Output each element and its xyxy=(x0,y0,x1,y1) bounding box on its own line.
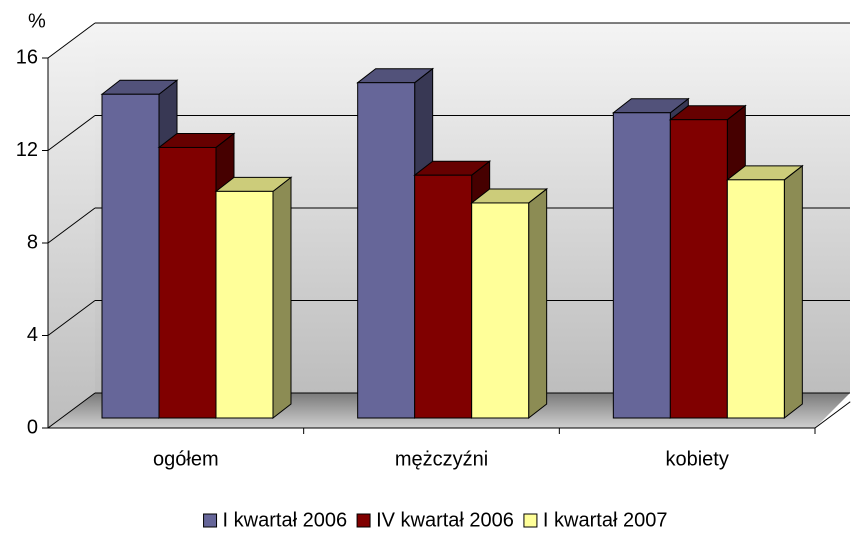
x-tick-label: mężczyźni xyxy=(395,448,488,470)
legend-label: I kwartał 2006 xyxy=(223,509,348,531)
bar-front xyxy=(612,112,671,419)
y-tick-label: 4 xyxy=(27,324,38,346)
y-tick-label: 16 xyxy=(16,46,38,68)
bar-front xyxy=(414,174,473,419)
legend-swatch xyxy=(203,513,218,528)
y-tick-label: 8 xyxy=(27,231,38,253)
grid-line xyxy=(47,115,96,151)
bar-front xyxy=(158,146,217,419)
legend-label: I kwartał 2007 xyxy=(543,509,668,531)
bar-front xyxy=(669,119,728,419)
bar-front xyxy=(215,190,274,419)
legend-swatch xyxy=(356,513,371,528)
bar-front xyxy=(726,179,785,419)
x-axis-depth xyxy=(814,401,851,429)
grid-line xyxy=(47,207,96,244)
bar-front xyxy=(101,93,160,419)
bar-side xyxy=(783,164,803,420)
grid-line xyxy=(47,22,96,59)
bar-side xyxy=(528,187,548,420)
bar xyxy=(214,176,293,420)
bar xyxy=(470,187,549,420)
x-tick-label: ogółem xyxy=(153,448,219,470)
y-tick-label: 12 xyxy=(16,139,38,161)
legend-swatch xyxy=(523,513,538,528)
bar xyxy=(725,164,804,420)
grid-line xyxy=(47,300,96,336)
y-tick-label: 0 xyxy=(27,416,38,438)
y-axis-title: % xyxy=(28,10,46,32)
legend-label: IV kwartał 2006 xyxy=(376,509,514,531)
bar-front xyxy=(357,82,416,419)
x-tick-label: kobiety xyxy=(665,448,728,470)
bar-front xyxy=(471,202,530,419)
grid-line xyxy=(47,392,96,429)
legend: I kwartał 2006 IV kwartał 2006 I kwartał 2… xyxy=(203,509,668,531)
bar-side xyxy=(272,176,292,420)
